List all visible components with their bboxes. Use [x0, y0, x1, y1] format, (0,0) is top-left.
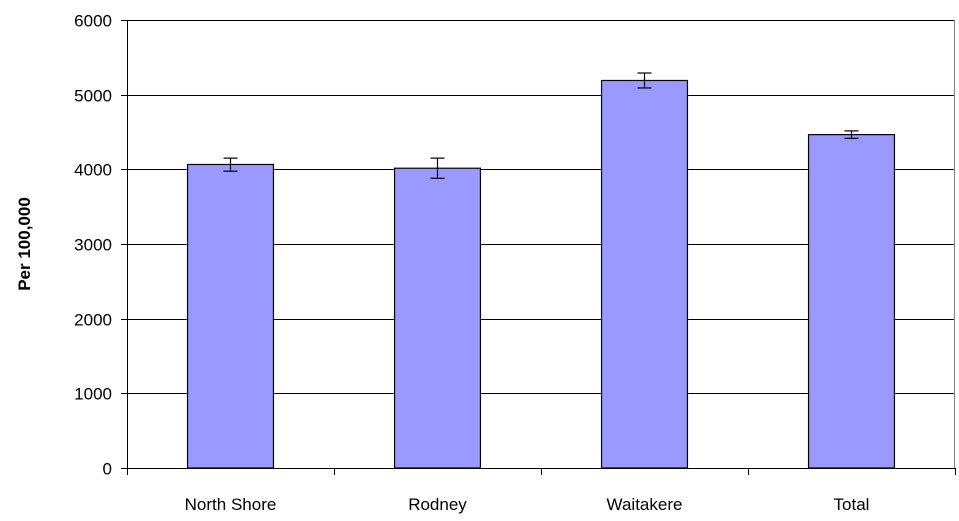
x-tick-label: Total [834, 495, 870, 514]
y-tick-label: 3000 [74, 236, 112, 255]
y-tick-label: 0 [103, 460, 112, 479]
error-bars [223, 72, 859, 179]
x-tick-label: Rodney [408, 495, 467, 514]
bar-rodney [393, 167, 482, 469]
x-tick-label: Waitakere [607, 495, 683, 514]
y-tick-label: 6000 [74, 12, 112, 31]
y-tick-label: 4000 [74, 161, 112, 180]
plot-area [127, 20, 955, 469]
y-axis-title: Per 100,000 [15, 197, 34, 291]
bar-waitakere [600, 79, 689, 469]
bar-north-shore [186, 163, 275, 469]
y-tick-label: 5000 [74, 87, 112, 106]
y-tick-label: 2000 [74, 311, 112, 330]
y-tick-label: 1000 [74, 385, 112, 404]
bar-total [807, 134, 896, 469]
x-tick-label: North Shore [185, 495, 277, 514]
x-axis: North Shore Rodney Waitakere Total [127, 468, 956, 514]
y-axis: 0 1000 2000 3000 4000 5000 6000 [74, 12, 128, 479]
